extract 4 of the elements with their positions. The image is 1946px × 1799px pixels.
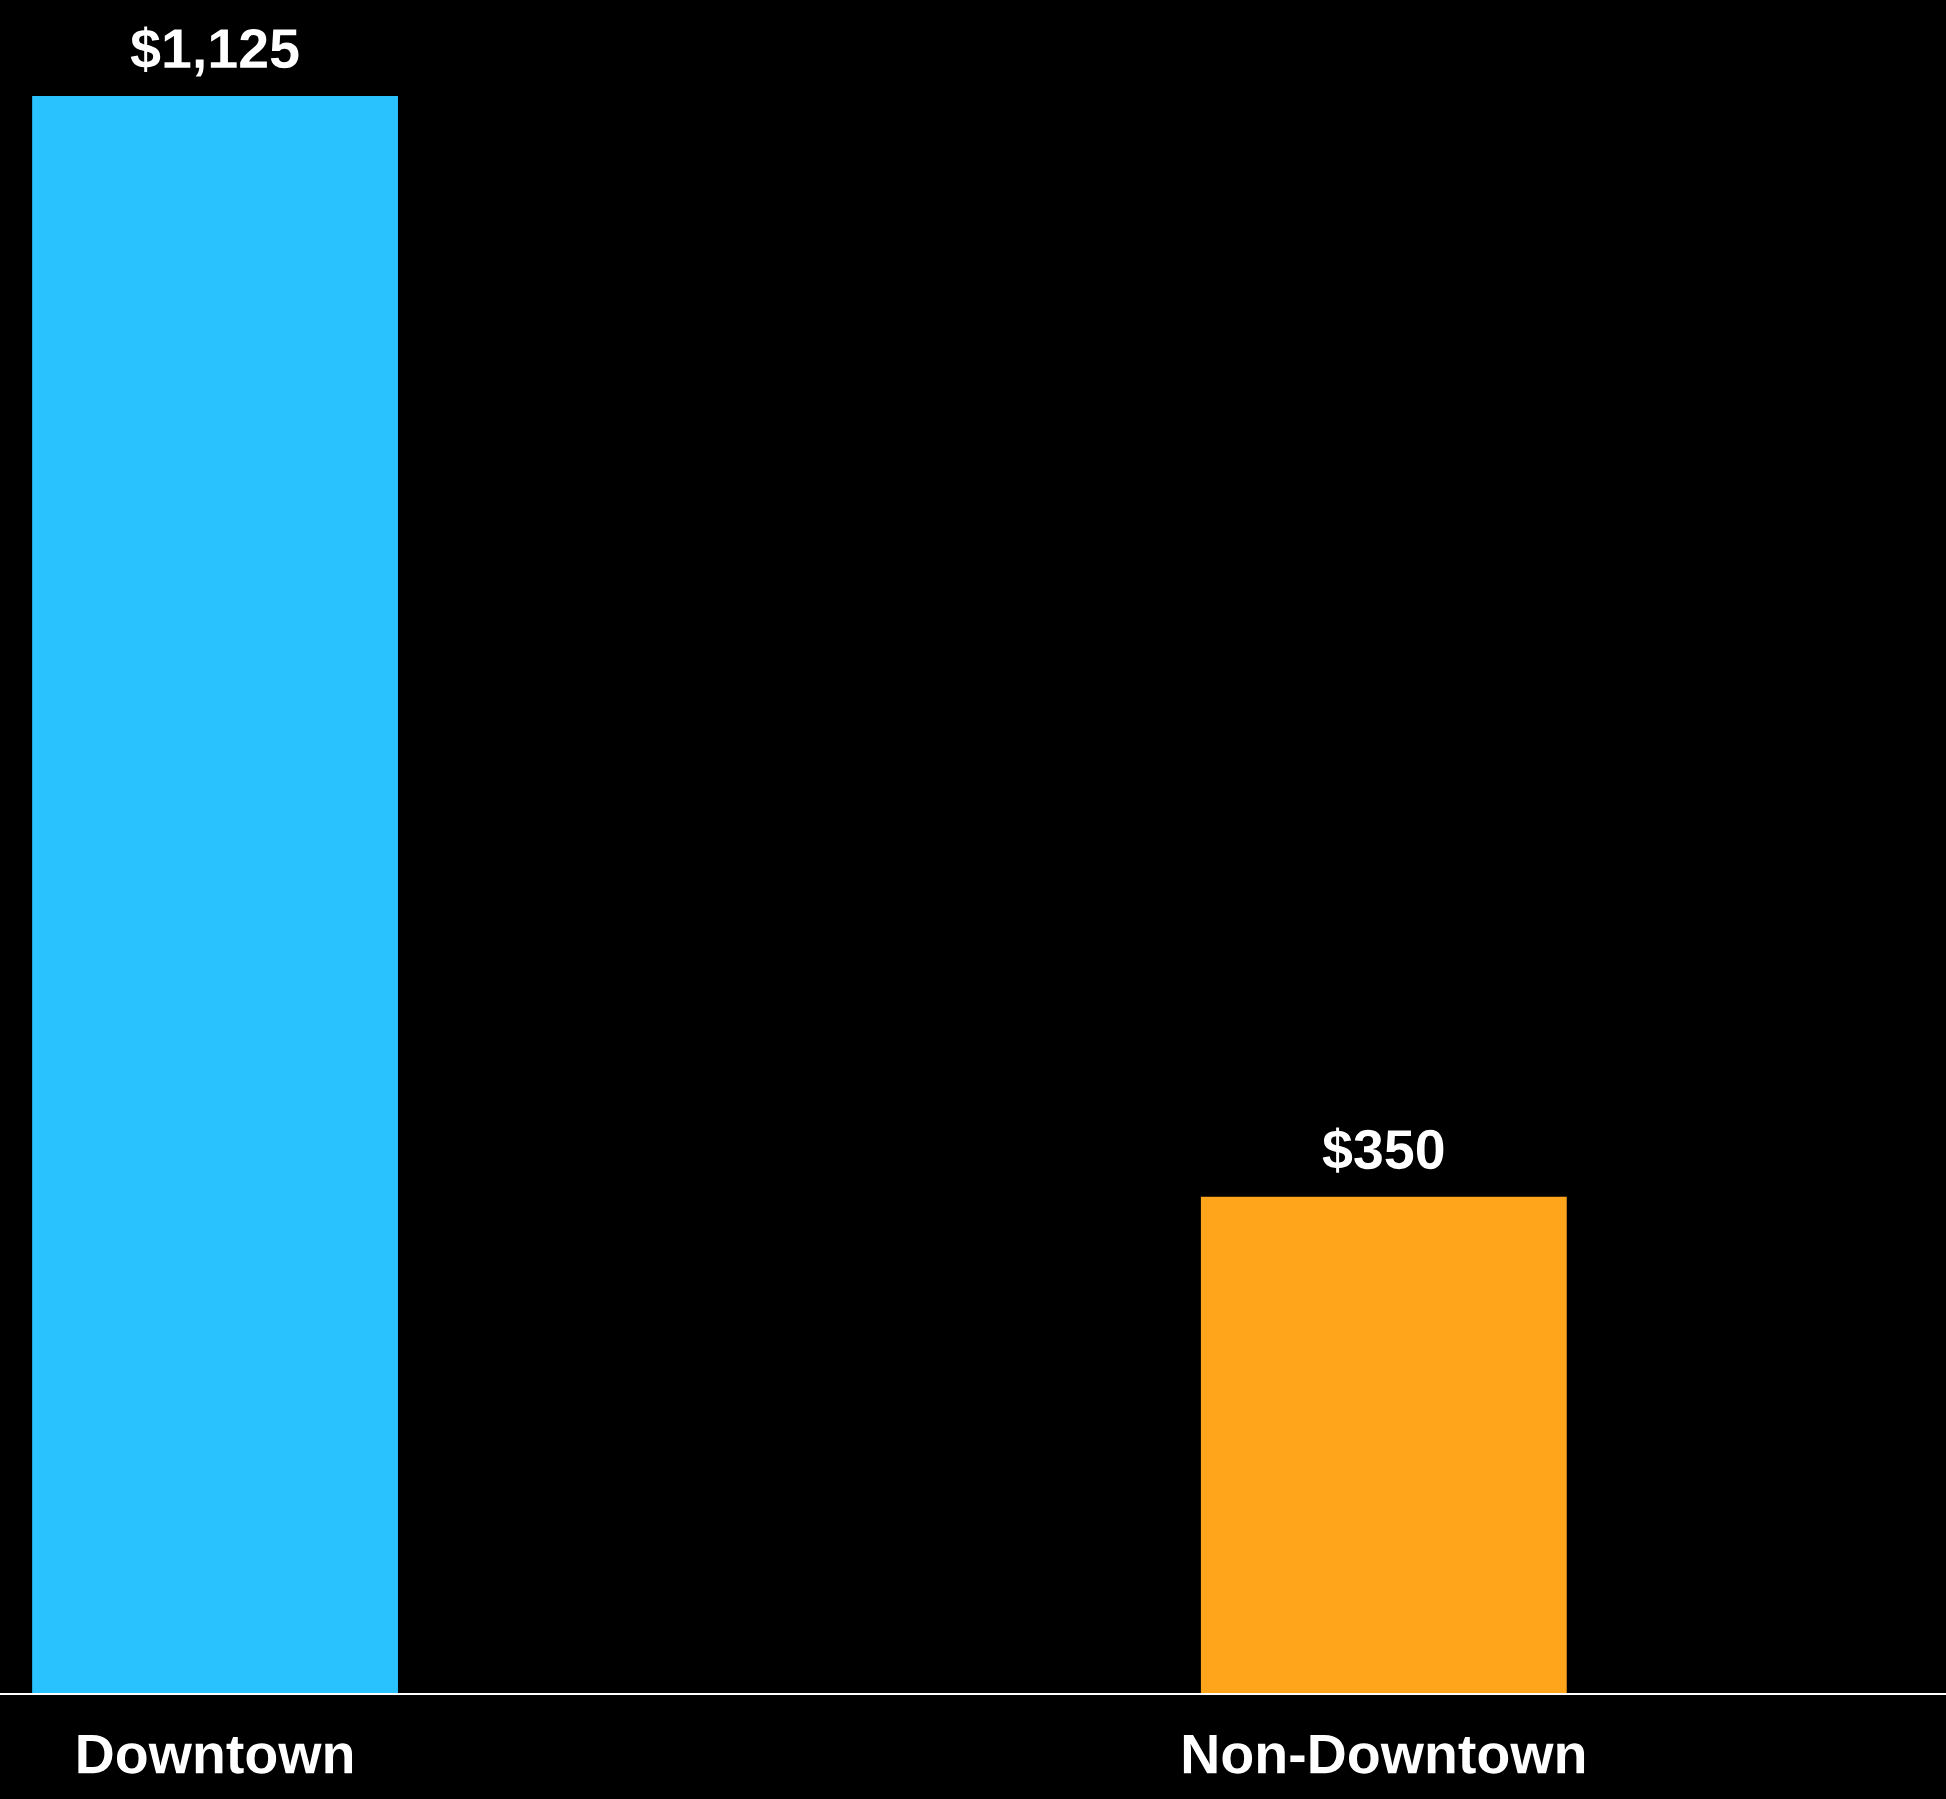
- data-label: $1,125: [130, 26, 299, 77]
- x-tick-label: Downtown: [78, 1734, 353, 1774]
- x-tick-label: Non-Downtown: [1183, 1734, 1585, 1774]
- data-label: $350: [1322, 1127, 1444, 1173]
